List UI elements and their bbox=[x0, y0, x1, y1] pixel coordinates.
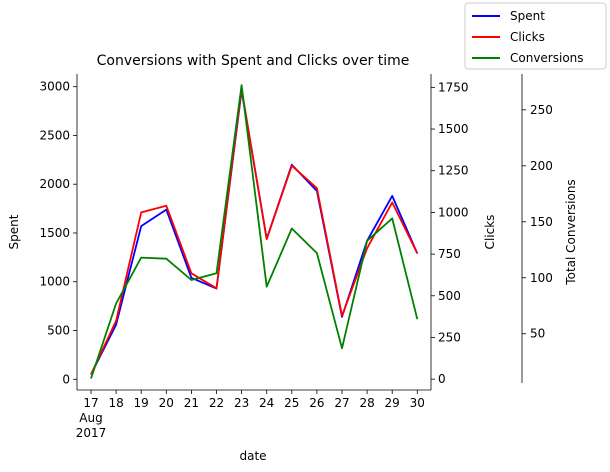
y-tick-label-spent: 2000 bbox=[39, 177, 70, 191]
y-tick-label-clicks: 250 bbox=[438, 330, 461, 344]
x-tick-label: 24 bbox=[259, 396, 274, 410]
y-axis-label-conversions: Total Conversions bbox=[564, 179, 578, 285]
x-tick-label: 28 bbox=[359, 396, 374, 410]
y-tick-label-spent: 1500 bbox=[39, 226, 70, 240]
x-tick-label: 17 bbox=[83, 396, 98, 410]
y-axis-label-spent: Spent bbox=[7, 214, 21, 249]
y-tick-label-spent: 0 bbox=[62, 372, 70, 386]
y-tick-label-clicks: 0 bbox=[438, 372, 446, 386]
x-tick-label: 25 bbox=[284, 396, 299, 410]
y-tick-label-clicks: 1500 bbox=[438, 122, 469, 136]
x-tick-label: 27 bbox=[334, 396, 349, 410]
x-tick-sublabel-year: 2017 bbox=[76, 426, 107, 440]
legend-frame bbox=[464, 2, 607, 70]
legend-label-conversions: Conversions bbox=[510, 51, 584, 65]
y-tick-label-spent: 3000 bbox=[39, 80, 70, 94]
x-tick-label: 21 bbox=[184, 396, 199, 410]
y-tick-label-conversions: 50 bbox=[530, 327, 545, 341]
y-tick-label-clicks: 500 bbox=[438, 289, 461, 303]
series-line-conversions bbox=[90, 84, 419, 379]
series-line-spent bbox=[90, 89, 419, 375]
x-axis-label: date bbox=[239, 449, 266, 463]
x-tick-label: 22 bbox=[209, 396, 224, 410]
y-tick-label-clicks: 1750 bbox=[438, 80, 469, 94]
legend-label-clicks: Clicks bbox=[510, 30, 545, 44]
axes: 0 500 1000 1500 2000 2500 3000 0 250 500 750 1000 12… bbox=[39, 74, 553, 410]
x-tick-label: 18 bbox=[108, 396, 123, 410]
legend-label-spent: Spent bbox=[510, 9, 545, 23]
y-tick-label-conversions: 200 bbox=[530, 159, 553, 173]
chart-title: Conversions with Spent and Clicks over t… bbox=[97, 53, 410, 69]
y-tick-label-spent: 2500 bbox=[39, 128, 70, 142]
y-tick-label-clicks: 1250 bbox=[438, 164, 469, 178]
x-tick-label: 26 bbox=[309, 396, 324, 410]
x-tick-label: 23 bbox=[234, 396, 249, 410]
x-tick-label: 30 bbox=[410, 396, 425, 410]
x-tick-label: 29 bbox=[385, 396, 400, 410]
legend: Spent Clicks Conversions bbox=[464, 2, 607, 70]
x-tick-sublabel-month: Aug bbox=[79, 411, 102, 425]
y-tick-label-clicks: 750 bbox=[438, 247, 461, 261]
y-tick-label-spent: 1000 bbox=[39, 275, 70, 289]
y-tick-label-spent: 500 bbox=[47, 324, 70, 338]
y-tick-label-conversions: 150 bbox=[530, 215, 553, 229]
y-axis-label-clicks: Clicks bbox=[483, 215, 497, 250]
y-tick-label-conversions: 100 bbox=[530, 271, 553, 285]
x-tick-label: 19 bbox=[134, 396, 149, 410]
y-tick-label-conversions: 250 bbox=[530, 103, 553, 117]
series-group bbox=[90, 84, 419, 379]
x-tick-label: 20 bbox=[159, 396, 174, 410]
y-tick-label-clicks: 1000 bbox=[438, 205, 469, 219]
